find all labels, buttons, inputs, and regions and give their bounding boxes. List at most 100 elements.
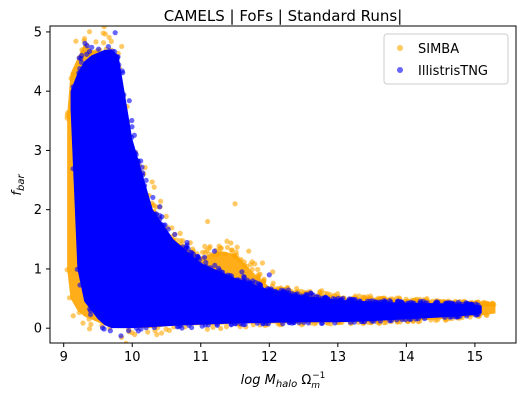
data-point (101, 326, 107, 332)
data-point (228, 247, 235, 253)
data-point (152, 211, 158, 217)
data-point (238, 321, 244, 327)
data-point (223, 324, 230, 330)
data-point (256, 282, 263, 288)
data-point (211, 248, 218, 254)
data-point (70, 84, 76, 90)
y-axis: 0 1 2 3 4 5 (34, 25, 50, 337)
plot-frame (49, 25, 517, 344)
data-point (239, 269, 245, 275)
data-point (186, 322, 192, 328)
data-point (357, 298, 363, 305)
data-point (241, 259, 247, 265)
data-point (78, 59, 85, 65)
data-point (233, 321, 239, 327)
data-point (224, 238, 230, 244)
data-point (179, 325, 185, 331)
data-point (212, 262, 218, 268)
data-point (481, 299, 487, 305)
data-point (255, 274, 262, 280)
data-point (208, 265, 214, 271)
data-point (375, 299, 382, 305)
x-tick-label: 13 (330, 350, 347, 365)
data-point (93, 39, 99, 45)
data-point (205, 218, 211, 225)
data-point (151, 184, 157, 190)
data-point (150, 194, 156, 201)
data-point (442, 314, 448, 320)
data-point (76, 70, 82, 76)
data-point (459, 301, 465, 307)
data-point (143, 177, 149, 183)
data-point (184, 242, 190, 248)
y-tick-label: 0 (34, 322, 42, 337)
data-point (126, 98, 132, 104)
data-point (249, 266, 255, 273)
data-point (64, 115, 70, 121)
data-point (483, 312, 489, 318)
data-point (260, 321, 266, 327)
data-point (70, 71, 76, 78)
data-point (464, 301, 470, 308)
data-point (138, 326, 144, 332)
data-point (145, 329, 151, 335)
data-point (126, 328, 132, 334)
data-point (139, 164, 145, 170)
data-point (129, 134, 135, 140)
data-point (76, 309, 82, 316)
data-point (79, 47, 85, 53)
data-point (177, 230, 183, 236)
data-point (417, 300, 423, 306)
data-point (95, 46, 102, 52)
data-point (246, 248, 252, 254)
data-point (109, 10, 114, 15)
data-point (172, 231, 178, 238)
data-point (234, 244, 240, 250)
series-illistristng (70, 30, 482, 339)
data-point (189, 250, 195, 256)
data-point (422, 300, 428, 306)
data-point (447, 314, 453, 320)
data-point (347, 319, 353, 325)
data-point (157, 204, 163, 210)
legend-marker-simba (397, 45, 403, 51)
data-point (241, 274, 247, 280)
data-point (216, 267, 223, 274)
data-point (102, 31, 108, 37)
data-point (266, 272, 272, 278)
data-point (381, 299, 387, 306)
data-point (233, 249, 239, 255)
data-point (296, 319, 302, 325)
data-point (432, 301, 438, 307)
data-point (203, 263, 209, 270)
data-point (84, 43, 90, 49)
x-tick-label: 9 (60, 350, 68, 365)
data-point (464, 313, 470, 319)
y-tick-label: 2 (34, 203, 42, 218)
y-label-sub: bar (16, 174, 27, 191)
data-point (261, 278, 267, 285)
legend-box (383, 33, 509, 85)
x-label-sub: halo (276, 379, 297, 390)
data-point (445, 301, 451, 307)
data-point (227, 272, 233, 279)
data-point (249, 259, 255, 265)
data-point (224, 244, 231, 251)
data-point (195, 254, 202, 260)
data-point (119, 68, 125, 74)
data-point (88, 321, 94, 327)
data-point (199, 323, 205, 329)
data-point (453, 314, 459, 320)
data-point (235, 277, 241, 283)
data-point (280, 321, 286, 327)
data-point (149, 179, 155, 185)
data-point (387, 298, 393, 304)
data-point (70, 313, 76, 319)
data-point (338, 296, 344, 303)
data-point (402, 317, 408, 323)
data-point (129, 124, 135, 130)
data-point (250, 278, 256, 284)
data-point (106, 53, 112, 59)
data-point (362, 319, 368, 325)
